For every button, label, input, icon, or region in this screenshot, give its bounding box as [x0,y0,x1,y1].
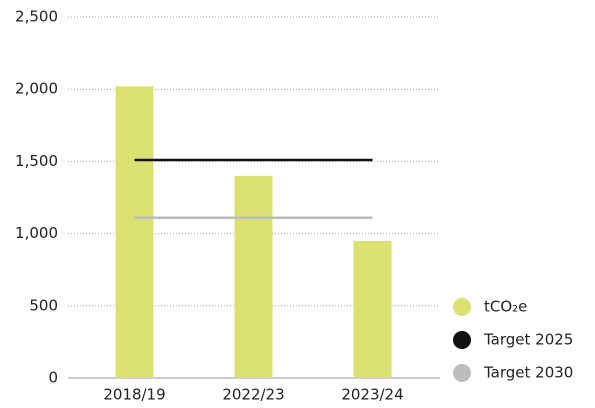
y-tick-label: 2,500 [15,8,58,26]
legend-label: Target 2030 [483,364,573,382]
x-tick-label: 2018/19 [103,386,165,404]
y-tick-label: 1,000 [15,224,58,242]
y-tick-label: 500 [29,296,58,314]
legend-marker [453,331,471,349]
legend-label: Target 2025 [483,331,573,349]
bar [115,86,154,378]
legend-label: tCO₂e [484,298,527,316]
legend-marker [453,298,471,316]
y-tick-label: 2,000 [15,80,58,98]
bar [353,240,392,378]
x-tick-label: 2022/23 [222,386,284,404]
y-tick-label: 1,500 [15,152,58,170]
bar [234,175,273,378]
y-tick-label: 0 [48,369,58,387]
legend-marker [453,364,471,382]
x-tick-label: 2023/24 [341,386,403,404]
